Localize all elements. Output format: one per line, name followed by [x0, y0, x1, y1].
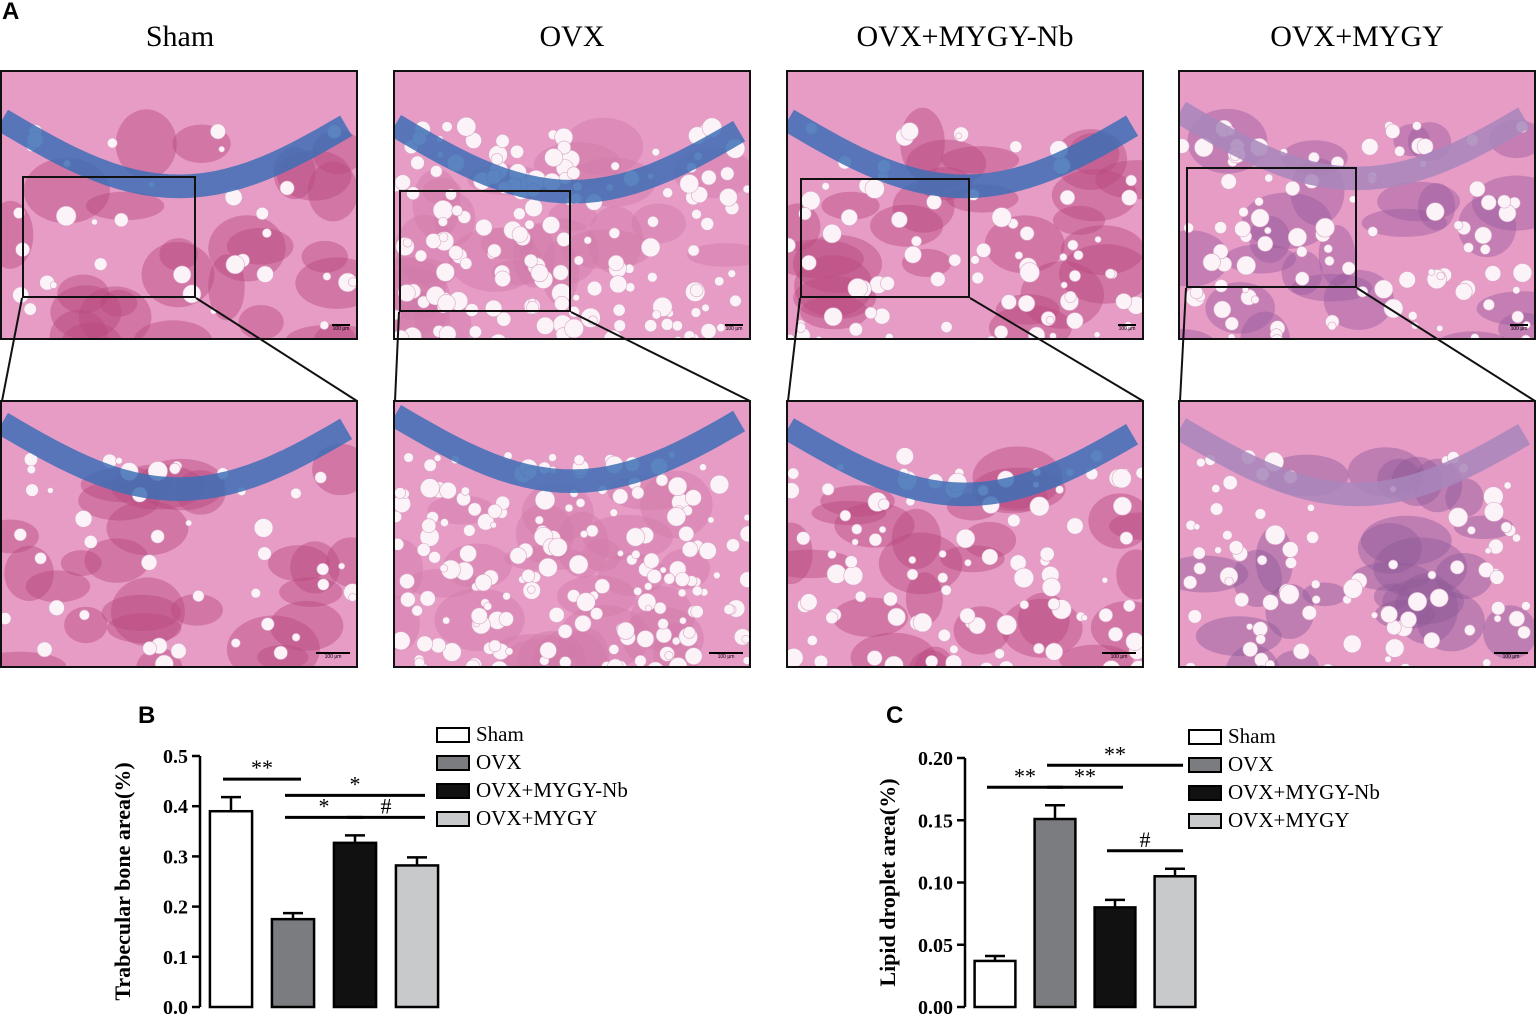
- y-tick-label: 0.5: [163, 746, 188, 768]
- legend-swatch: [436, 755, 470, 771]
- group-title-ovx: OVX: [539, 20, 605, 53]
- legend-swatch: [436, 727, 470, 743]
- inset-region-box: [800, 178, 970, 298]
- significance-label: #: [381, 793, 392, 818]
- legend-label: Sham: [1228, 724, 1276, 748]
- legend-label: OVX+MYGY-Nb: [476, 778, 628, 802]
- scale-bar: 100 μm: [1118, 324, 1136, 332]
- panel-label-a: A: [2, 0, 20, 25]
- micrograph-ovx-mygy-nb-zoom: 100 μm: [786, 400, 1144, 668]
- panel-label-b: B: [138, 702, 156, 729]
- y-tick-label: 0.00: [918, 997, 953, 1016]
- significance-label: *: [350, 771, 361, 796]
- legend-swatch: [1188, 757, 1222, 773]
- group-title-sham: Sham: [145, 20, 215, 53]
- micrograph-ovx-mygy-zoom: 100 μm: [1178, 400, 1536, 668]
- chart-trabecular-bone-area: 0.0 0.1 0.2 0.3 0.4 0.5 Trabecular bone area(%…: [110, 746, 440, 1016]
- legend-swatch: [1188, 785, 1222, 801]
- bar-ovx: [1033, 817, 1077, 1009]
- legend-label: Sham: [476, 722, 524, 746]
- significance-label: *: [319, 793, 330, 818]
- scale-bar: 100 μm: [709, 652, 743, 660]
- y-tick-label: 0.3: [163, 846, 188, 868]
- significance-label: **: [1074, 763, 1096, 788]
- group-title-ovx-mygy: OVX+MYGY: [1270, 20, 1444, 53]
- chart-lipid-droplet-area: 0.00 0.05 0.10 0.15 0.20 Lipid droplet area(%…: [875, 741, 1197, 1016]
- legend-swatch: [1188, 813, 1222, 829]
- y-tick-label: 0.4: [163, 796, 188, 818]
- scale-bar: 100 μm: [1102, 652, 1136, 660]
- legend-label: OVX: [1228, 752, 1274, 776]
- y-tick-label: 0.05: [918, 935, 953, 957]
- micrograph-ovx-mygy-nb-overview: 100 μm: [786, 70, 1144, 340]
- inset-region-box: [1186, 167, 1357, 288]
- micrograph-ovx-overview: 100 μm: [393, 70, 751, 340]
- legend-swatch: [1188, 729, 1222, 745]
- bar-ovx-mygy: [394, 864, 440, 1009]
- legend-label: OVX+MYGY: [476, 806, 598, 830]
- micrograph-ovx-zoom: 100 μm: [393, 400, 751, 668]
- bar-ovx-mygy: [1153, 875, 1197, 1009]
- legend-label: OVX+MYGY-Nb: [1228, 780, 1380, 804]
- bar-ovx: [270, 917, 316, 1009]
- scale-bar: 100 μm: [1510, 324, 1528, 332]
- bar-ovx-mygy-nb: [1093, 906, 1137, 1009]
- y-tick-label: 0.15: [918, 810, 953, 832]
- micrograph-sham-zoom: 100 μm: [0, 400, 358, 668]
- y-axis-label: Trabecular bone area(%): [110, 762, 135, 1000]
- y-tick-label: 0.0: [163, 997, 188, 1016]
- significance-label: **: [251, 755, 273, 780]
- inset-connector-lines: [1, 287, 1536, 402]
- y-tick-label: 0.10: [918, 873, 953, 895]
- panel-label-c: C: [886, 702, 904, 729]
- y-axis-label: Lipid droplet area(%): [875, 778, 900, 986]
- y-tick-label: 0.1: [163, 947, 188, 969]
- scale-bar: 100 μm: [316, 652, 350, 660]
- y-tick-label: 0.2: [163, 897, 188, 919]
- legend-swatch: [436, 783, 470, 799]
- inset-region-box: [399, 190, 571, 312]
- significance-label: **: [1014, 763, 1036, 788]
- inset-region-box: [22, 176, 196, 298]
- micrograph-ovx-mygy-overview: 100 μm: [1178, 70, 1536, 340]
- legend-swatch: [436, 811, 470, 827]
- bar-ovx-mygy-nb: [332, 841, 378, 1009]
- legend-label: OVX: [476, 750, 522, 774]
- scale-bar: 100 μm: [1494, 652, 1528, 660]
- scale-bar: 100 μm: [332, 324, 350, 332]
- micrograph-sham-overview: 100 μm: [0, 70, 358, 340]
- y-tick-label: 0.20: [918, 748, 953, 770]
- group-title-ovx-mygy-nb: OVX+MYGY-Nb: [856, 20, 1074, 53]
- legend-label: OVX+MYGY: [1228, 808, 1350, 832]
- bar-sham: [973, 959, 1017, 1009]
- bar-sham: [208, 809, 254, 1009]
- significance-label: #: [1140, 827, 1151, 852]
- scale-bar: 100 μm: [725, 324, 743, 332]
- significance-label: **: [1104, 741, 1126, 766]
